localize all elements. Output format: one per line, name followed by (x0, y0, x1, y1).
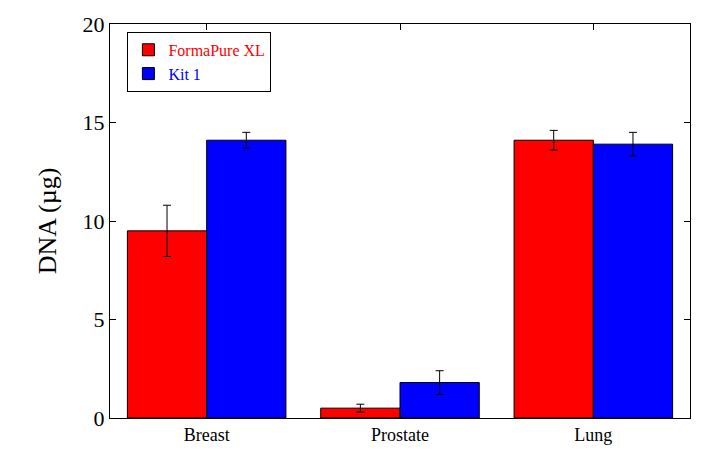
svg-text:Prostate: Prostate (371, 425, 429, 445)
svg-text:Breast: Breast (184, 425, 230, 445)
svg-text:15: 15 (83, 110, 105, 135)
svg-text:Lung: Lung (574, 425, 612, 445)
svg-text:FormaPure XL: FormaPure XL (168, 42, 264, 59)
svg-text:Kit 1: Kit 1 (168, 66, 200, 83)
svg-text:20: 20 (83, 12, 105, 37)
svg-text:0: 0 (94, 406, 105, 431)
svg-text:5: 5 (94, 307, 105, 332)
svg-text:10: 10 (83, 209, 105, 234)
svg-text:DNA (µg): DNA (µg) (33, 168, 62, 275)
